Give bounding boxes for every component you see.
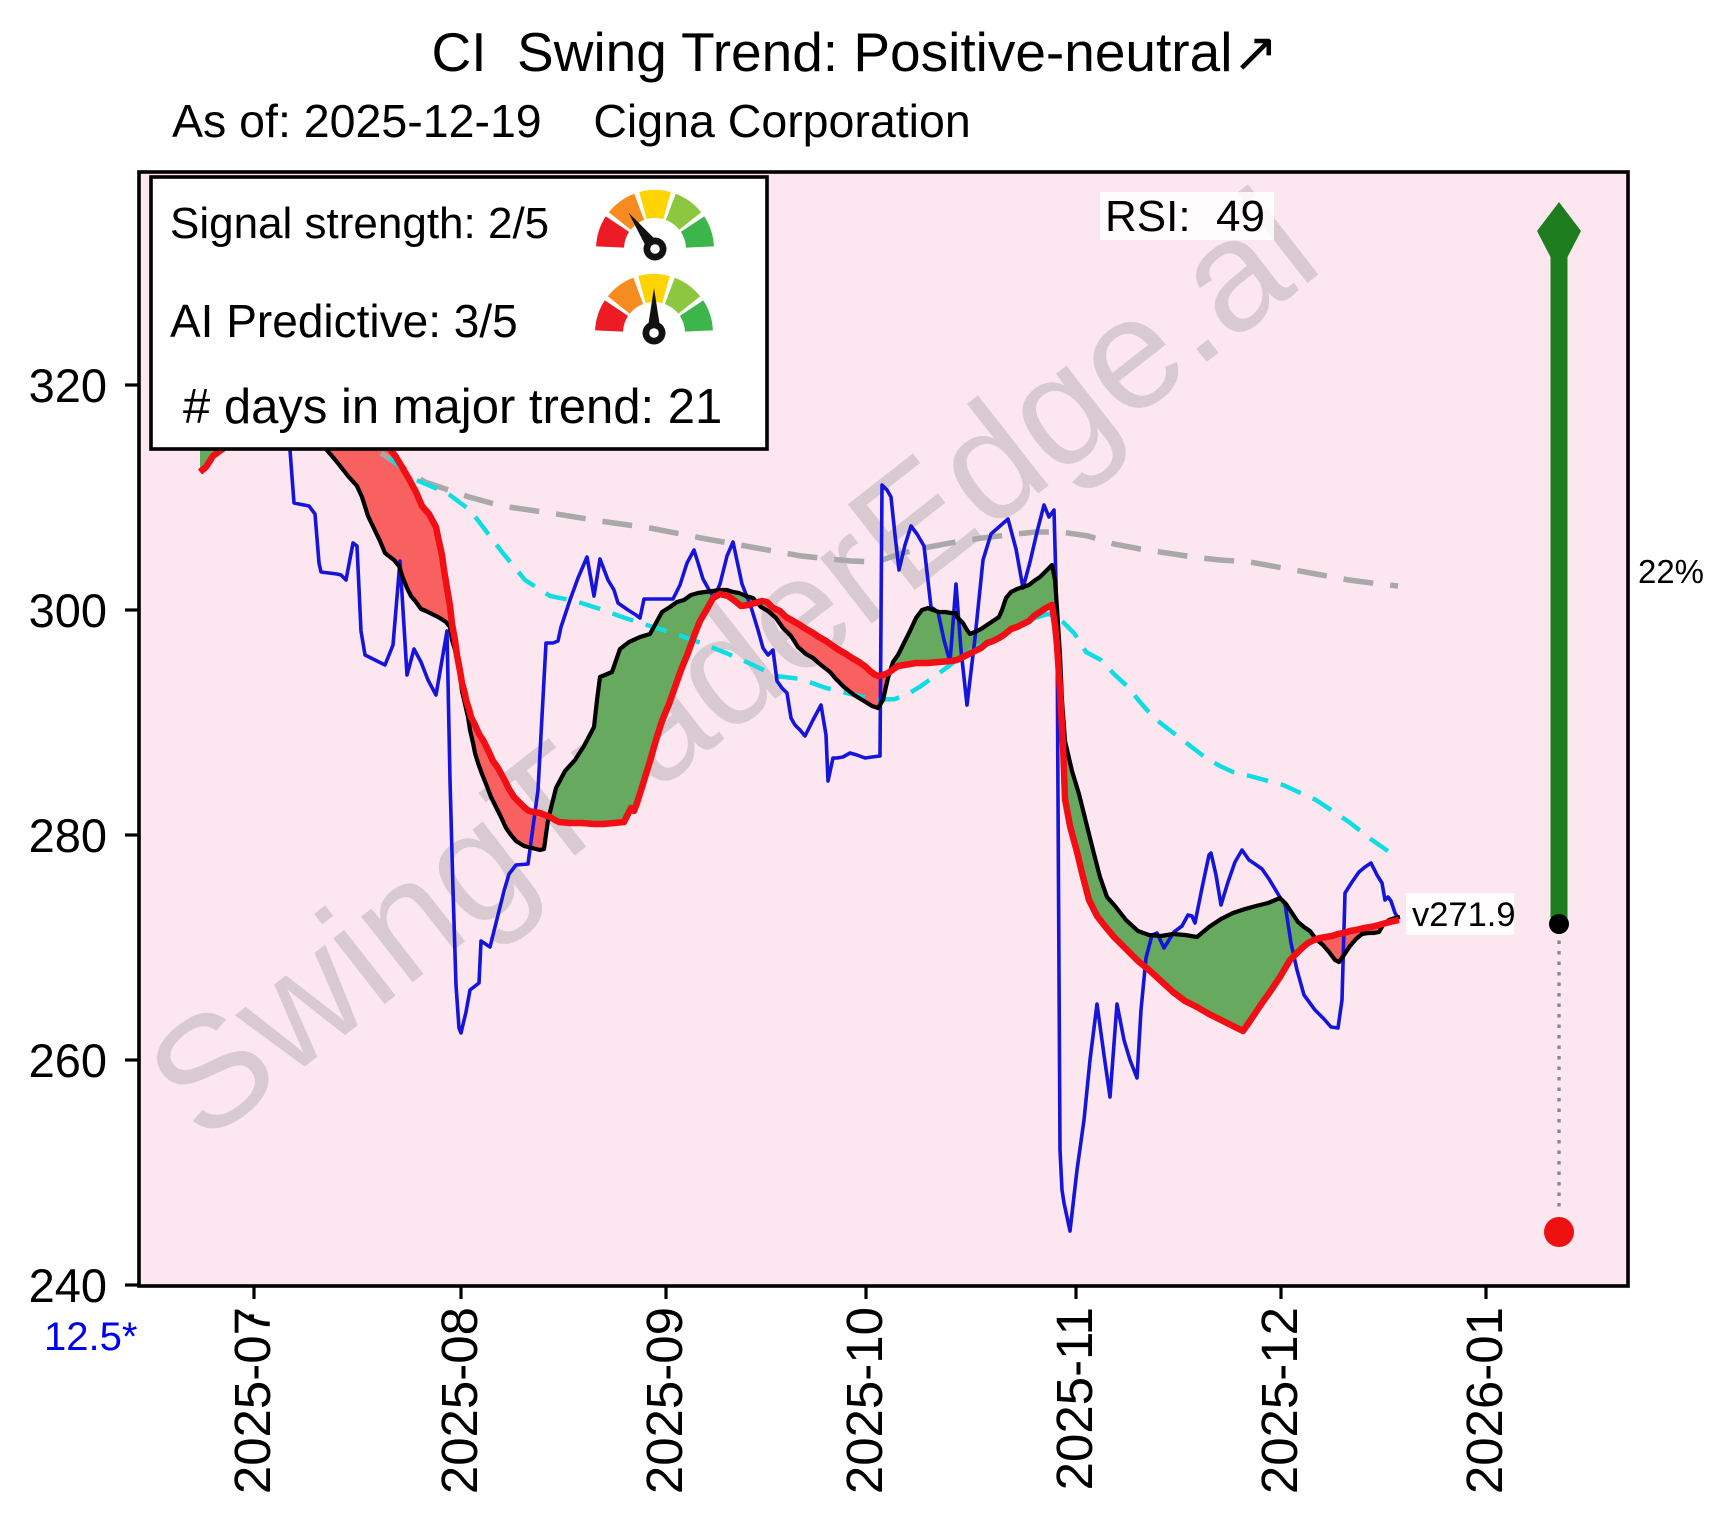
svg-text:# days in major trend: 21: # days in major trend: 21 xyxy=(183,380,722,434)
svg-text:2025-07: 2025-07 xyxy=(224,1307,281,1494)
svg-text:320: 320 xyxy=(29,359,107,412)
svg-text:2025-09: 2025-09 xyxy=(636,1307,693,1494)
svg-text:v271.9: v271.9 xyxy=(1412,896,1516,934)
svg-text:2026-01: 2026-01 xyxy=(1456,1307,1513,1494)
svg-text:12.5*: 12.5* xyxy=(44,1315,137,1359)
svg-text:2025-10: 2025-10 xyxy=(836,1307,893,1494)
svg-text:AI Predictive: 3/5: AI Predictive: 3/5 xyxy=(170,295,518,347)
svg-text:280: 280 xyxy=(29,809,107,862)
svg-text:.: . xyxy=(212,1310,265,1323)
svg-text:As of: 2025-12-19 Cigna Cor: As of: 2025-12-19 Cigna Corporation xyxy=(172,95,971,147)
svg-text:22%: 22% xyxy=(1638,553,1704,590)
svg-text:300: 300 xyxy=(29,584,107,637)
svg-text:2025-08: 2025-08 xyxy=(431,1307,488,1494)
svg-text:2025-12: 2025-12 xyxy=(1251,1307,1308,1494)
svg-text:CI Swing Trend: Positive-neut: CI Swing Trend: Positive-neutral↗ xyxy=(432,21,1279,83)
svg-text:240: 240 xyxy=(29,1259,107,1312)
svg-text:260: 260 xyxy=(29,1034,107,1087)
svg-text:Signal strength: 2/5: Signal strength: 2/5 xyxy=(170,199,549,248)
svg-text:49: 49 xyxy=(1216,192,1265,241)
svg-text:RSI:: RSI: xyxy=(1105,192,1191,241)
svg-text:2025-11: 2025-11 xyxy=(1046,1307,1103,1490)
